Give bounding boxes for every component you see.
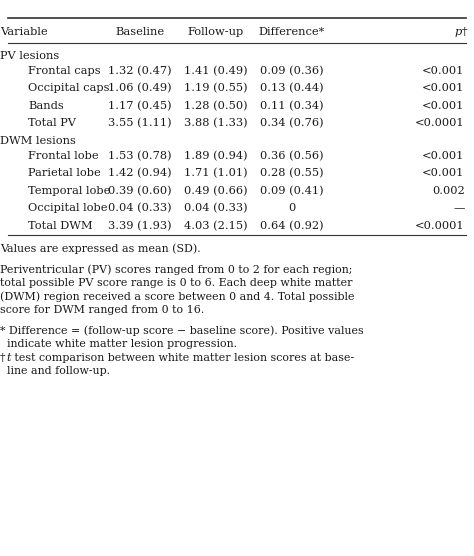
Text: PV lesions: PV lesions: [0, 51, 59, 61]
Text: 1.53 (0.78): 1.53 (0.78): [108, 151, 172, 161]
Text: <0.001: <0.001: [422, 83, 465, 93]
Text: 0.09 (0.36): 0.09 (0.36): [260, 66, 323, 76]
Text: <0.0001: <0.0001: [415, 221, 465, 231]
Text: Frontal caps: Frontal caps: [28, 66, 101, 76]
Text: (DWM) region received a score between 0 and 4. Total possible: (DWM) region received a score between 0 …: [0, 291, 355, 302]
Text: 1.42 (0.94): 1.42 (0.94): [108, 168, 172, 178]
Text: Occipital caps: Occipital caps: [28, 83, 110, 93]
Text: Frontal lobe: Frontal lobe: [28, 151, 99, 161]
Text: 0.11 (0.34): 0.11 (0.34): [260, 101, 323, 111]
Text: 1.17 (0.45): 1.17 (0.45): [108, 101, 172, 111]
Text: Difference*: Difference*: [258, 27, 325, 37]
Text: * Difference = (follow-up score − baseline score). Positive values: * Difference = (follow-up score − baseli…: [0, 326, 364, 336]
Text: 1.19 (0.55): 1.19 (0.55): [184, 83, 247, 93]
Text: 3.39 (1.93): 3.39 (1.93): [108, 221, 172, 231]
Text: 1.71 (1.01): 1.71 (1.01): [184, 168, 247, 178]
Text: 0.04 (0.33): 0.04 (0.33): [108, 203, 172, 214]
Text: 1.89 (0.94): 1.89 (0.94): [184, 151, 247, 161]
Text: 1.32 (0.47): 1.32 (0.47): [108, 66, 172, 76]
Text: 0.49 (0.66): 0.49 (0.66): [184, 186, 247, 196]
Text: 4.03 (2.15): 4.03 (2.15): [184, 221, 247, 231]
Text: 0.13 (0.44): 0.13 (0.44): [260, 83, 323, 93]
Text: 1.41 (0.49): 1.41 (0.49): [184, 66, 247, 76]
Text: 0.002: 0.002: [432, 186, 465, 196]
Text: 0.36 (0.56): 0.36 (0.56): [260, 151, 323, 161]
Text: <0.001: <0.001: [422, 168, 465, 178]
Text: —: —: [453, 203, 465, 214]
Text: 1.28 (0.50): 1.28 (0.50): [184, 101, 247, 111]
Text: 3.55 (1.11): 3.55 (1.11): [108, 118, 172, 128]
Text: 0.39 (0.60): 0.39 (0.60): [108, 186, 172, 196]
Text: <0.001: <0.001: [422, 101, 465, 111]
Text: Total PV: Total PV: [28, 118, 76, 128]
Text: <0.001: <0.001: [422, 66, 465, 76]
Text: test comparison between white matter lesion scores at base-: test comparison between white matter les…: [11, 353, 354, 363]
Text: Bands: Bands: [28, 101, 64, 111]
Text: Follow-up: Follow-up: [188, 27, 244, 37]
Text: Occipital lobe: Occipital lobe: [28, 203, 108, 214]
Text: Periventricular (PV) scores ranged from 0 to 2 for each region;: Periventricular (PV) scores ranged from …: [0, 264, 352, 275]
Text: t: t: [6, 353, 10, 363]
Text: DWM lesions: DWM lesions: [0, 136, 76, 146]
Text: <0.001: <0.001: [422, 151, 465, 161]
Text: indicate white matter lesion progression.: indicate white matter lesion progression…: [0, 339, 237, 349]
Text: Parietal lobe: Parietal lobe: [28, 168, 101, 178]
Text: total possible PV score range is 0 to 6. Each deep white matter: total possible PV score range is 0 to 6.…: [0, 278, 353, 288]
Text: †: †: [462, 27, 467, 37]
Text: 0.09 (0.41): 0.09 (0.41): [260, 186, 323, 196]
Text: 1.06 (0.49): 1.06 (0.49): [108, 83, 172, 93]
Text: <0.0001: <0.0001: [415, 118, 465, 128]
Text: Variable: Variable: [0, 27, 47, 37]
Text: 3.88 (1.33): 3.88 (1.33): [184, 118, 247, 128]
Text: 0.28 (0.55): 0.28 (0.55): [260, 168, 323, 178]
Text: †: †: [0, 353, 6, 363]
Text: Baseline: Baseline: [115, 27, 164, 37]
Text: Total DWM: Total DWM: [28, 221, 93, 231]
Text: 0.04 (0.33): 0.04 (0.33): [184, 203, 247, 214]
Text: 0: 0: [288, 203, 295, 214]
Text: p: p: [454, 27, 462, 37]
Text: Values are expressed as mean (SD).: Values are expressed as mean (SD).: [0, 243, 201, 254]
Text: score for DWM ranged from 0 to 16.: score for DWM ranged from 0 to 16.: [0, 305, 204, 315]
Text: 0.64 (0.92): 0.64 (0.92): [260, 221, 323, 231]
Text: line and follow-up.: line and follow-up.: [0, 366, 110, 376]
Text: Temporal lobe: Temporal lobe: [28, 186, 111, 196]
Text: 0.34 (0.76): 0.34 (0.76): [260, 118, 323, 128]
